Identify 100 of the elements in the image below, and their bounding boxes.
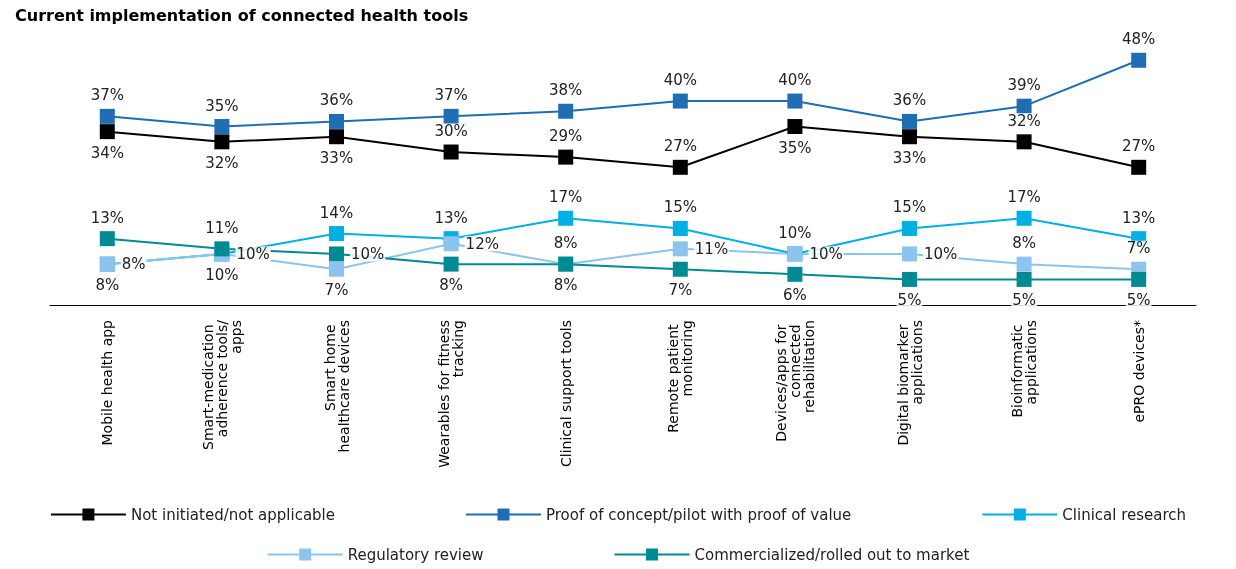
x-tick-label: Mobile health app	[99, 319, 116, 446]
point	[787, 119, 803, 135]
point	[1016, 271, 1032, 287]
point	[558, 210, 574, 226]
point	[902, 129, 917, 145]
point	[558, 149, 574, 165]
data-label: 10%	[205, 265, 239, 284]
data-label: 39%	[1007, 76, 1041, 95]
point	[558, 103, 574, 119]
x-tick-label: Devices/apps for connected rehabilitation	[772, 320, 817, 442]
data-label: 32%	[1007, 111, 1041, 130]
point	[1016, 210, 1032, 226]
legend-label: Proof of concept/pilot with proof of value	[545, 505, 852, 524]
x-tick-label: Wearables for fitness tracking	[436, 320, 467, 468]
data-label: 33%	[892, 148, 927, 167]
data-label: 10%	[778, 223, 812, 242]
point	[443, 256, 459, 272]
point	[99, 231, 115, 247]
point	[1131, 271, 1147, 287]
data-label: 36%	[319, 91, 354, 110]
point	[787, 93, 803, 109]
point	[214, 241, 230, 257]
chart-title: Current implementation of connected health tools	[15, 5, 469, 25]
point	[99, 108, 115, 124]
data-label: 8%	[553, 234, 578, 253]
point	[443, 108, 459, 124]
point	[672, 261, 688, 277]
data-label: 37%	[90, 86, 124, 105]
data-label: 11%	[205, 218, 239, 237]
data-label: 6%	[783, 286, 807, 305]
x-tick-label: Digital biomarker applications	[894, 320, 925, 446]
point	[672, 159, 688, 175]
data-label: 30%	[434, 122, 468, 141]
point	[672, 220, 688, 236]
point	[1131, 159, 1147, 175]
legend-label: Regulatory review	[347, 545, 484, 564]
point	[443, 236, 459, 252]
data-label: 13%	[434, 208, 468, 227]
data-label: 5%	[897, 291, 922, 310]
data-label: 34%	[90, 143, 124, 162]
point	[329, 246, 344, 262]
point	[1131, 52, 1147, 68]
data-label: 17%	[1007, 188, 1041, 207]
data-label: 33%	[319, 148, 354, 167]
data-label: 17%	[549, 188, 583, 207]
data-label: 48%	[1122, 30, 1156, 49]
point	[443, 144, 459, 160]
data-label: 8%	[1012, 234, 1036, 253]
data-label: 35%	[778, 138, 812, 157]
data-label: 7%	[1126, 239, 1151, 258]
data-label: 5%	[1126, 291, 1151, 310]
legend-label: Commercialized/rolled out to market	[694, 545, 970, 564]
data-label: 35%	[205, 96, 239, 115]
data-label: 8%	[95, 276, 120, 295]
point	[329, 226, 344, 242]
point	[902, 113, 917, 129]
data-label: 10%	[236, 244, 270, 263]
point	[329, 261, 344, 277]
data-label: 8%	[439, 276, 463, 295]
point	[214, 134, 230, 150]
data-label: 11%	[694, 239, 729, 258]
x-tick-label: Bioinformatic applications	[1009, 320, 1040, 418]
legend-label: Not initiated/not applicable	[130, 505, 335, 524]
point	[329, 113, 344, 129]
data-label: 27%	[663, 137, 697, 156]
point	[1016, 98, 1032, 114]
data-label: 40%	[778, 71, 812, 90]
point	[787, 266, 803, 282]
point	[672, 93, 688, 109]
data-label: 8%	[121, 255, 146, 274]
x-tick-label: ePRO devices*	[1130, 320, 1147, 423]
data-label: 10%	[924, 244, 958, 263]
data-label: 32%	[205, 153, 239, 172]
data-label: 10%	[351, 244, 385, 263]
data-label: 7%	[668, 281, 693, 300]
legend-label: Clinical research	[1062, 505, 1187, 524]
point	[672, 241, 688, 257]
x-tick-label: Clinical support tools	[557, 320, 574, 467]
data-label: 27%	[1122, 137, 1156, 156]
point	[1016, 256, 1032, 272]
point	[902, 271, 917, 287]
data-label: 13%	[1122, 208, 1156, 227]
point	[902, 246, 917, 262]
data-label: 12%	[465, 234, 499, 253]
data-label: 5%	[1012, 291, 1036, 310]
data-label: 36%	[892, 91, 927, 110]
data-label: 15%	[892, 198, 927, 217]
point	[1016, 134, 1032, 150]
data-label: 13%	[90, 208, 124, 227]
point	[902, 220, 917, 236]
data-label: 15%	[663, 198, 697, 217]
point	[99, 124, 115, 140]
data-label: 40%	[663, 71, 697, 90]
x-tick-label: Smart home healthcare devices	[321, 320, 352, 453]
data-label: 7%	[324, 281, 349, 300]
data-label: 8%	[553, 276, 578, 295]
data-label: 38%	[549, 81, 583, 100]
data-label: 14%	[319, 203, 354, 222]
data-label: 29%	[549, 127, 583, 146]
data-label: 37%	[434, 86, 468, 105]
